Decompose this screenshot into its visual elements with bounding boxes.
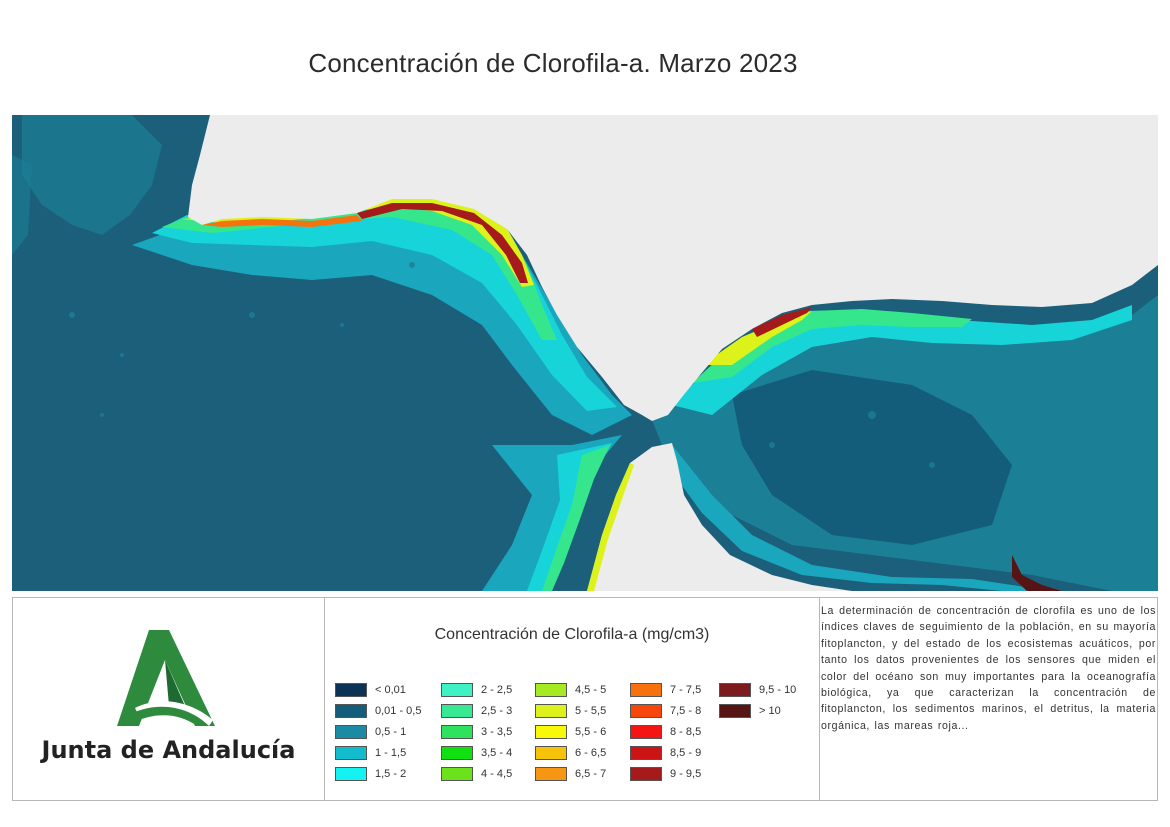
legend-item: 9,5 - 10 (719, 682, 796, 698)
atlantic-edge-patch (12, 155, 32, 255)
legend-item: 7 - 7,5 (630, 682, 701, 698)
legend-swatch (719, 683, 751, 697)
legend-swatch (719, 704, 751, 718)
legend-swatch (335, 746, 367, 760)
legend-swatch (630, 767, 662, 781)
description-text: La determinación de concentración de clo… (821, 605, 1156, 732)
legend-item: 9 - 9,5 (630, 766, 701, 782)
legend-item: 3 - 3,5 (441, 724, 512, 740)
legend-label: 3,5 - 4 (481, 747, 513, 759)
legend-item: 6,5 - 7 (535, 766, 606, 782)
legend-label: 0,01 - 0,5 (375, 705, 422, 717)
legend-item: 2 - 2,5 (441, 682, 512, 698)
legend-swatch (441, 746, 473, 760)
legend-swatch (535, 767, 567, 781)
legend-item: < 0,01 (335, 682, 406, 698)
legend-swatch (535, 704, 567, 718)
legend-swatch (630, 704, 662, 718)
legend-label: 0,5 - 1 (375, 726, 407, 738)
legend-item: 4 - 4,5 (441, 766, 512, 782)
page-title: Concentración de Clorofila-a. Marzo 2023 (308, 48, 798, 78)
legend-label: 2,5 - 3 (481, 705, 513, 717)
legend-swatch (441, 683, 473, 697)
north-coast-band-green (162, 195, 557, 340)
legend-label: 2 - 2,5 (481, 684, 513, 696)
legend-swatch (535, 746, 567, 760)
africa-coast-fringe (587, 463, 634, 591)
legend-label: 5,5 - 6 (575, 726, 607, 738)
legend-label: 7 - 7,5 (670, 684, 702, 696)
legend-label: 5 - 5,5 (575, 705, 607, 717)
legend-item: 0,01 - 0,5 (335, 703, 421, 719)
legend-label: 6,5 - 7 (575, 768, 607, 780)
legend-label: 1,5 - 2 (375, 768, 407, 780)
logo-text: Junta de Andalucía (41, 736, 296, 764)
legend-swatch (335, 704, 367, 718)
legend-label: 4,5 - 5 (575, 684, 607, 696)
legend-item: 1,5 - 2 (335, 766, 406, 782)
legend: Concentración de Clorofila-a (mg/cm3) < … (325, 598, 820, 800)
legend-label: 9 - 9,5 (670, 768, 702, 780)
legend-item: 5 - 5,5 (535, 703, 606, 719)
info-panel: Junta de Andalucía Concentración de Clor… (12, 597, 1158, 801)
legend-label: < 0,01 (375, 684, 406, 696)
alboran-dark-gyre (732, 370, 1012, 545)
legend-label: 9,5 - 10 (759, 684, 797, 696)
legend-label: 1 - 1,5 (375, 747, 407, 759)
legend-swatch (630, 725, 662, 739)
legend-item: 5,5 - 6 (535, 724, 606, 740)
iberian-land (188, 115, 1158, 421)
legend-item: 1 - 1,5 (335, 745, 406, 761)
legend-item: 4,5 - 5 (535, 682, 606, 698)
legend-swatch (630, 683, 662, 697)
iberian-coast-orange-fringe (202, 215, 362, 227)
africa-land (587, 443, 852, 591)
legend-item: 0,5 - 1 (335, 724, 406, 740)
morocco-med-coast-band (667, 445, 1052, 591)
legend-item: > 10 (719, 703, 781, 719)
iberian-coast-redfringe-2 (752, 307, 812, 337)
legend-title: Concentración de Clorofila-a (mg/cm3) (434, 626, 710, 643)
iberian-coast-redfringe-1 (357, 203, 528, 283)
legend-label: 3 - 3,5 (481, 726, 513, 738)
legend-swatch (441, 725, 473, 739)
junta-andalucia-logo-icon (117, 630, 215, 726)
legend-item: 2,5 - 3 (441, 703, 512, 719)
legend-label: 6 - 6,5 (575, 747, 607, 759)
legend-swatch (630, 746, 662, 760)
legend-item: 7,5 - 8 (630, 703, 701, 719)
legend-label: 4 - 4,5 (481, 768, 513, 780)
morocco-atlantic-band-green (542, 445, 610, 591)
legend-swatch (335, 683, 367, 697)
legend-label: > 10 (759, 705, 781, 717)
africa-south-darkfringe (1012, 555, 1062, 591)
legend-label: 8 - 8,5 (670, 726, 702, 738)
legend-item: 6 - 6,5 (535, 745, 606, 761)
chlorophyll-map (12, 115, 1158, 591)
legend-swatch (441, 704, 473, 718)
legend-swatch (335, 767, 367, 781)
legend-item: 8,5 - 9 (630, 745, 701, 761)
legend-item: 8 - 8,5 (630, 724, 701, 740)
logo-area: Junta de Andalucía (13, 598, 325, 800)
description-area: La determinación de concentración de clo… (821, 598, 1157, 800)
legend-item: 3,5 - 4 (441, 745, 512, 761)
legend-swatch (535, 725, 567, 739)
legend-swatch (535, 683, 567, 697)
legend-label: 8,5 - 9 (670, 747, 702, 759)
legend-swatch (441, 767, 473, 781)
legend-label: 7,5 - 8 (670, 705, 702, 717)
legend-swatch (335, 725, 367, 739)
alboran-north-coast-yellow (702, 311, 812, 365)
atlantic-teal-patch (22, 115, 162, 235)
sea-speckles (69, 262, 1115, 549)
